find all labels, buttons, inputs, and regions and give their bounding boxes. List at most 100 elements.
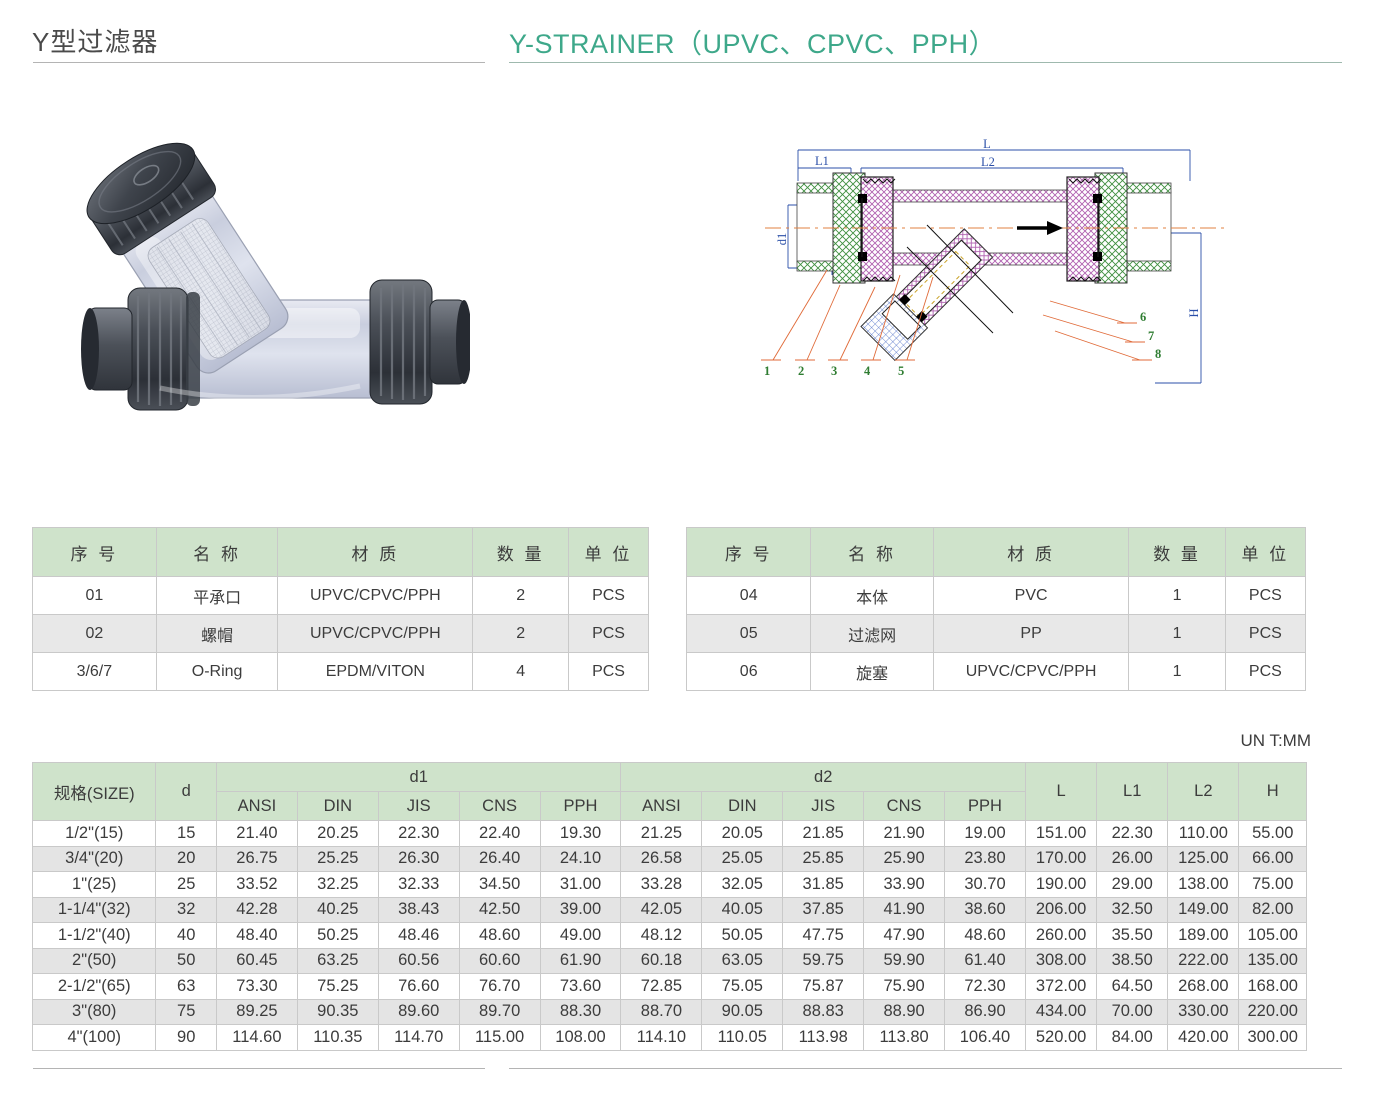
cell-L2: 149.00 [1167, 896, 1240, 923]
cell-L2: 125.00 [1167, 845, 1240, 872]
cell-d2-cns: 59.90 [863, 947, 946, 974]
cell-d1-ansi: 48.40 [215, 922, 298, 949]
cell-d2-din: 25.05 [701, 845, 784, 872]
cell-L: 372.00 [1024, 973, 1098, 1000]
dim-header-row-1: 规格(SIZE) d d1 d2 L L1 L2 H [31, 762, 1307, 821]
cell-d1-jis: 89.60 [377, 998, 460, 1025]
cell-d2-din: 75.05 [701, 973, 784, 1000]
cell-L: 434.00 [1024, 998, 1098, 1025]
cell-L1: 32.50 [1096, 896, 1169, 923]
callout-5: 5 [898, 364, 904, 378]
cell-d1-cns: 60.60 [458, 947, 541, 974]
cell-L1: 26.00 [1096, 845, 1169, 872]
cell-no: 06 [685, 652, 812, 691]
cell-d2-ansi: 60.18 [620, 947, 703, 974]
cell-d1-din: 110.35 [296, 1024, 379, 1051]
flow-arrow-icon [1017, 221, 1063, 235]
cell-d1-ansi: 33.52 [215, 871, 298, 898]
cell-d1-ansi: 73.30 [215, 973, 298, 1000]
footer-rule-right [509, 1068, 1342, 1069]
col-header-d2-pph: PPH [944, 791, 1026, 821]
cell-no: 01 [32, 576, 157, 615]
col-header-no: 序 号 [32, 527, 157, 577]
cell-qty: 1 [1128, 652, 1226, 691]
cell-unit: PCS [568, 576, 649, 615]
cell-d2-cns: 41.90 [863, 896, 946, 923]
cell-d2-cns: 88.90 [863, 998, 946, 1025]
footer-rule-left [33, 1068, 485, 1069]
cell-d: 15 [155, 820, 217, 847]
cell-d2-cns: 113.80 [863, 1024, 946, 1051]
table-row: 3/4"(20) 20 26.75 25.25 26.30 26.40 24.10 26.58… [31, 845, 1307, 872]
cell-L1: 22.30 [1096, 820, 1169, 847]
cell-d2-cns: 47.90 [863, 922, 946, 949]
dim-label-L: L [983, 137, 991, 151]
table-row: 1"(25) 25 33.52 32.25 32.33 34.50 31.00 33.28 32… [31, 871, 1307, 898]
cell-d: 20 [155, 845, 217, 872]
cell-material: EPDM/VITON [277, 652, 474, 691]
cell-d1-cns: 42.50 [458, 896, 541, 923]
dim-label-L1: L1 [815, 154, 829, 168]
cell-unit: PCS [1224, 652, 1307, 691]
cell-d2-din: 32.05 [701, 871, 784, 898]
cell-d1-cns: 76.70 [458, 973, 541, 1000]
cell-d1-din: 90.35 [296, 998, 379, 1025]
callout-7: 7 [1148, 329, 1154, 343]
cell-d1-din: 25.25 [296, 845, 379, 872]
cell-name: 螺帽 [155, 614, 279, 653]
col-header-H: H [1238, 762, 1307, 821]
product-photo [40, 140, 470, 430]
cell-d2-jis: 59.75 [782, 947, 865, 974]
cell-qty: 2 [472, 614, 570, 653]
cell-d2-ansi: 114.10 [620, 1024, 703, 1051]
cell-d1-jis: 22.30 [377, 820, 460, 847]
col-header-d1-ansi: ANSI [215, 791, 298, 821]
col-header-d2-jis: JIS [782, 791, 865, 821]
cell-d1-pph: 49.00 [539, 922, 622, 949]
cell-d: 63 [155, 973, 217, 1000]
cell-L: 308.00 [1024, 947, 1098, 974]
cell-d: 32 [155, 896, 217, 923]
callout-2: 2 [798, 364, 804, 378]
cell-d1-pph: 108.00 [539, 1024, 622, 1051]
cell-d1-ansi: 42.28 [215, 896, 298, 923]
cell-L2: 138.00 [1167, 871, 1240, 898]
cell-d1-jis: 38.43 [377, 896, 460, 923]
cell-d1-ansi: 26.75 [215, 845, 298, 872]
cell-qty: 2 [472, 576, 570, 615]
cell-d2-cns: 33.90 [863, 871, 946, 898]
cell-name: 过滤网 [810, 614, 934, 653]
cell-size: 1/2"(15) [31, 820, 157, 847]
cell-d1-din: 50.25 [296, 922, 379, 949]
cell-d2-ansi: 88.70 [620, 998, 703, 1025]
col-header-d: d [155, 762, 217, 821]
cell-d2-din: 63.05 [701, 947, 784, 974]
parts-table-left: 序 号 名 称 材 质 数 量 单 位 01 平承口 UPVC/CPVC/PPH… [32, 527, 649, 691]
cell-d1-pph: 19.30 [539, 820, 622, 847]
group-header-d1: d1 [215, 762, 622, 792]
col-header-unit: 单 位 [568, 527, 649, 577]
cell-no: 3/6/7 [32, 652, 157, 691]
cell-d2-din: 20.05 [701, 820, 784, 847]
cell-d1-cns: 34.50 [458, 871, 541, 898]
cell-d2-pph: 61.40 [944, 947, 1026, 974]
cell-d2-pph: 86.90 [944, 998, 1026, 1025]
col-header-no: 序 号 [685, 527, 812, 577]
table-row: 2"(50) 50 60.45 63.25 60.56 60.60 61.90 60.18 63… [31, 947, 1307, 974]
cell-size: 1-1/4"(32) [31, 896, 157, 923]
cell-L1: 38.50 [1096, 947, 1169, 974]
cell-L: 190.00 [1024, 871, 1098, 898]
table-row: 4"(100) 90 114.60 110.35 114.70 115.00 108.00 1… [31, 1024, 1307, 1051]
cell-H: 82.00 [1238, 896, 1307, 923]
page-title-en: Y-STRAINER（UPVC、CPVC、PPH） [509, 29, 997, 59]
cell-H: 66.00 [1238, 845, 1307, 872]
cell-L: 520.00 [1024, 1024, 1098, 1051]
cell-material: UPVC/CPVC/PPH [277, 614, 474, 653]
header-rule-left [33, 62, 485, 63]
cell-H: 55.00 [1238, 820, 1307, 847]
cell-d2-jis: 75.87 [782, 973, 865, 1000]
callout-4: 4 [864, 364, 871, 378]
col-header-d2-ansi: ANSI [620, 791, 703, 821]
technical-drawing: L L1 L2 H d1 d2 d [755, 135, 1235, 390]
col-header-size: 规格(SIZE) [31, 762, 157, 821]
